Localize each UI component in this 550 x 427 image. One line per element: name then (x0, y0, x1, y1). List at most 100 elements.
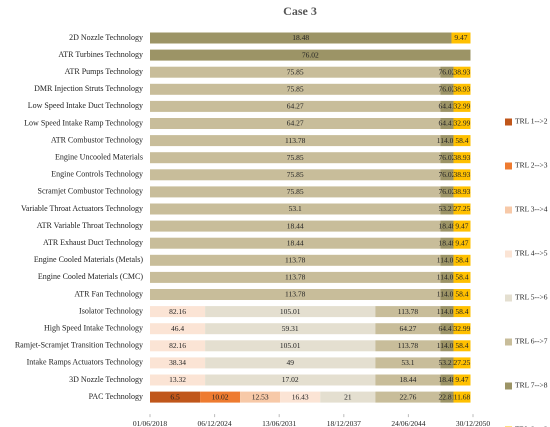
legend-label: TRL 8-->9 (515, 425, 548, 427)
bar-segment (205, 340, 376, 352)
bar-label: 6.5 (170, 392, 180, 401)
bar-label: 75.85 (287, 85, 304, 94)
bar-label: 76.02 (439, 67, 456, 76)
bar-segment (150, 391, 201, 403)
bar-segment (453, 186, 471, 198)
bar-segment (453, 237, 471, 249)
bar-segment (320, 391, 376, 403)
bar-segment (453, 391, 471, 403)
bar-segment (150, 374, 206, 386)
bar-label: 64.41 (439, 324, 456, 333)
x-tick-label: 13/06/2031 (262, 419, 296, 427)
bar-label: 9.47 (455, 221, 468, 230)
bar-segment (150, 169, 441, 181)
bar-label: 32.99 (454, 119, 471, 128)
bar-label: 9.47 (454, 33, 467, 42)
bar-label: 22.76 (399, 392, 416, 401)
bar-label: 53.21 (439, 358, 456, 367)
bar-label: 13.32 (169, 375, 186, 384)
legend-label: TRL 5-->6 (515, 293, 548, 302)
bar-segment (440, 100, 454, 112)
bar-label: 113.78 (398, 307, 419, 316)
bar-segment (453, 135, 471, 147)
bar-segment (150, 237, 441, 249)
legend-label: TRL 2-->3 (515, 161, 548, 170)
bar-segment (375, 323, 441, 335)
category-label: DMR Injection Struts Technology (34, 84, 143, 93)
bar-label: 18.48 (292, 33, 309, 42)
x-tick-label: 01/06/2018 (133, 419, 167, 427)
bar-segment (453, 289, 471, 300)
bar-segment (440, 83, 454, 95)
bar-segment (453, 169, 471, 181)
bar-label: 114.03 (437, 256, 458, 265)
bar-label: 18.44 (287, 221, 304, 230)
legend-swatch (505, 382, 512, 390)
x-tick-label: 18/12/2037 (327, 419, 361, 427)
bar-segment (375, 306, 441, 318)
bar-segment (440, 66, 454, 78)
legend-swatch (505, 338, 512, 346)
bar-label: 114.03 (437, 307, 458, 316)
bar-segment (150, 357, 206, 369)
legend-label: TRL 1-->2 (515, 117, 548, 126)
bar-segment (150, 323, 206, 335)
bar-segment (150, 340, 206, 352)
legend-swatch (505, 162, 512, 170)
bar-segment (440, 374, 454, 386)
bar-label: 16.43 (292, 392, 309, 401)
category-label: Engine Cooled Materials (CMC) (38, 272, 143, 281)
category-label: PAC Technology (89, 392, 143, 401)
bar-segment (150, 66, 441, 78)
bar-label: 58.4 (455, 290, 468, 299)
bar-segment (440, 391, 454, 403)
legend-label: TRL 3-->4 (515, 205, 548, 214)
bar-segment (453, 271, 471, 283)
legend-label: TRL 4-->5 (515, 249, 548, 258)
bar-label: 75.85 (287, 67, 304, 76)
bar-label: 38.93 (454, 187, 471, 196)
bar-segment (150, 203, 441, 215)
bar-label: 46.4 (171, 324, 184, 333)
bar-label: 113.78 (285, 136, 306, 145)
bar-label: 76.02 (439, 153, 456, 162)
bar-segment (150, 118, 441, 129)
bar-label: 53.1 (289, 204, 302, 213)
category-label: ATR Combustor Technology (51, 135, 143, 144)
bar-label: 105.01 (280, 307, 301, 316)
legend-swatch (505, 294, 512, 302)
bar-label: 27.25 (454, 358, 471, 367)
legend-swatch (505, 118, 512, 126)
bar-segment (375, 374, 441, 386)
bar-segment (453, 83, 471, 95)
bar-label: 76.02 (439, 170, 456, 179)
bar-segment (150, 83, 441, 95)
bar-segment (205, 374, 376, 386)
bar-segment (453, 357, 471, 369)
bar-segment (150, 100, 441, 112)
category-label: Scramjet Combustor Technology (38, 187, 144, 196)
bar-segment (150, 186, 441, 198)
bar-label: 64.27 (399, 324, 416, 333)
bar-segment (150, 254, 441, 266)
bar-segment (375, 391, 441, 403)
category-label: 3D Nozzle Technology (69, 375, 143, 384)
bar-label: 113.78 (398, 341, 419, 350)
category-label: ATR Exhaust Duct Technology (43, 238, 143, 247)
bar-label: 114.03 (437, 341, 458, 350)
category-label: Intake Ramps Actuators Technology (27, 358, 143, 367)
bar-label: 64.27 (287, 119, 304, 128)
bar-label: 22.81 (439, 392, 456, 401)
bar-segment (150, 289, 441, 300)
category-label: Low Speed Intake Ramp Technology (24, 118, 143, 127)
bar-segment (440, 323, 454, 335)
bar-segment (453, 118, 471, 129)
category-label: ATR Turbines Technology (58, 50, 143, 59)
bar-segment (453, 374, 471, 386)
bar-segment (200, 391, 241, 403)
bar-segment (453, 306, 471, 318)
bar-label: 58.4 (455, 307, 468, 316)
bar-segment (440, 152, 454, 164)
bar-label: 18.48 (439, 238, 456, 247)
bar-segment (240, 391, 281, 403)
